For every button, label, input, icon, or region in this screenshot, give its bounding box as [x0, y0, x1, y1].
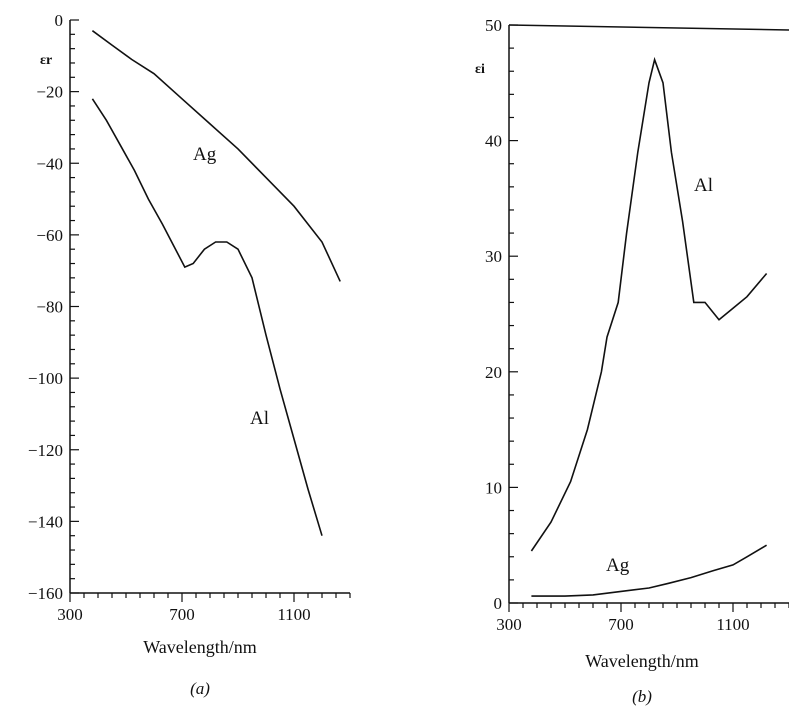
- panel-a-series: [92, 31, 340, 536]
- panel-b-y-tick-label: 40: [485, 132, 502, 151]
- panel-a: 300 700 11000−20−40−60−80−100−120−140−160 …: [28, 11, 350, 698]
- panel-a-y-tick-label: −80: [36, 298, 63, 317]
- panel-b: 300 700 1100 0 10 20 30 40 50 εi Wavelength/nm A…: [475, 16, 789, 706]
- panel-b-y-tick-label: 10: [485, 478, 502, 497]
- panel-b-x-tick-label: 700: [608, 615, 634, 634]
- panel-a-series-line-ag: [92, 31, 340, 282]
- panel-b-y-tick-label: 30: [485, 247, 502, 266]
- panel-b-series-line-ag: [531, 545, 766, 596]
- panel-b-x-tick-label: 1100: [716, 615, 749, 634]
- panel-b-series: [531, 60, 766, 596]
- panel-a-y-tick-label: −60: [36, 226, 63, 245]
- panel-b-y-tick-label: 20: [485, 363, 502, 382]
- panel-a-x-tick-label: 300: [57, 605, 83, 624]
- panel-a-y-tick-label: −160: [28, 584, 63, 603]
- panel-b-x-tick-label: 300: [496, 615, 522, 634]
- panel-a-y-tick-label: −140: [28, 512, 63, 531]
- panel-b-y-tick-label: 50: [485, 16, 502, 35]
- panel-b-x-axis-label: Wavelength/nm: [585, 651, 699, 671]
- panel-a-y-tick-label: −100: [28, 369, 63, 388]
- panel-b-series-label-ag: Ag: [606, 555, 630, 576]
- panel-a-caption: (a): [190, 679, 210, 698]
- panel-b-y-tick-label: 0: [494, 594, 503, 613]
- panel-a-series-label-ag: Ag: [193, 144, 217, 165]
- panel-a-y-tick-label: −120: [28, 441, 63, 460]
- panel-b-caption: (b): [632, 687, 652, 706]
- panel-b-y-axis-label: εi: [475, 62, 485, 77]
- panel-b-series-label-al: Al: [694, 175, 713, 196]
- panel-a-y-tick-label: −40: [36, 154, 63, 173]
- panel-b-tick-labels: 300 700 1100 0 10 20 30 40 50: [485, 16, 750, 634]
- panel-a-y-axis-label: εr: [40, 53, 52, 68]
- panel-a-series-label-al: Al: [250, 408, 269, 429]
- panel-b-top-frame: [509, 25, 789, 30]
- panel-a-y-tick-label: 0: [55, 11, 64, 30]
- panel-a-x-tick-label: 700: [169, 605, 195, 624]
- panel-a-ticks: [70, 20, 350, 602]
- panel-b-ticks: [509, 25, 789, 612]
- panel-b-series-line-al: [531, 60, 766, 551]
- panel-a-x-axis-label: Wavelength/nm: [143, 637, 257, 657]
- panel-a-x-tick-label: 1100: [277, 605, 310, 624]
- panel-a-y-tick-label: −20: [36, 83, 63, 102]
